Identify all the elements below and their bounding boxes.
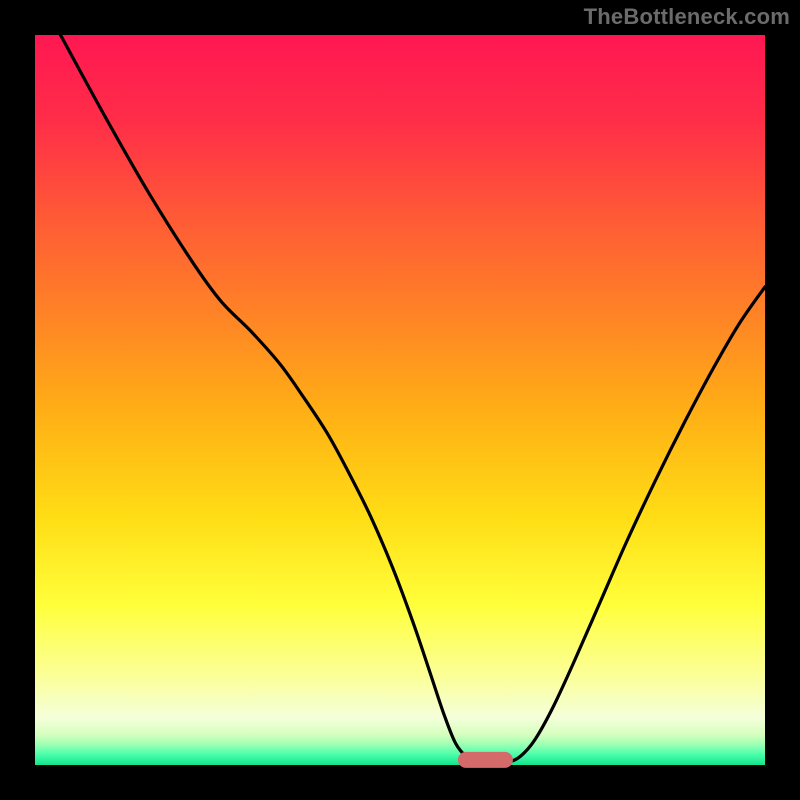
optimal-marker bbox=[458, 752, 513, 768]
bottleneck-chart bbox=[0, 0, 800, 800]
plot-background bbox=[35, 35, 765, 765]
chart-stage: TheBottleneck.com bbox=[0, 0, 800, 800]
